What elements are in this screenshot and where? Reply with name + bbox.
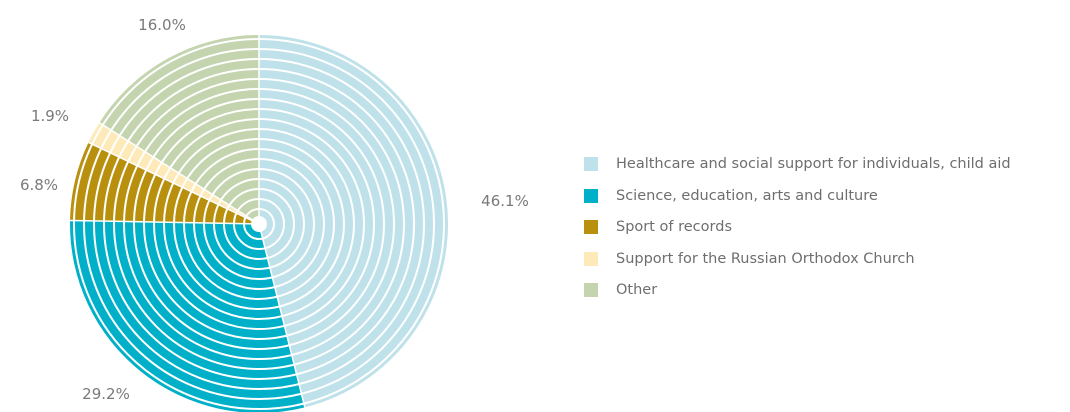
value-labels: 46.1% 29.2% 6.8% 1.9% 16.0% [20,16,529,403]
pie-slice-2 [70,220,305,412]
slice-value-label-1: 46.1% [481,192,529,210]
legend-swatch [584,157,598,171]
legend-item-2: Science, education, arts and culture [584,186,1011,206]
legend-label: Other [616,282,658,298]
legend-item-4: Support for the Russian Orthodox Church [584,249,1011,269]
legend-swatch [584,251,598,266]
pie-slices [70,35,448,412]
pie-slice-4 [88,122,260,224]
ring-line [173,138,345,310]
legend-item-1: Healthcare and social support for indivi… [584,154,1011,174]
ring-line [83,48,435,400]
ring-separators [70,35,445,410]
legend-label: Sport of records [616,219,732,235]
ring-line [153,118,365,330]
legend-item-3: Sport of records [584,217,1011,237]
ring-line [143,108,375,340]
legend: Healthcare and social support for indivi… [584,154,1011,312]
ring-line [223,188,295,260]
legend-swatch [584,283,598,297]
legend-label: Science, education, arts and culture [616,187,878,204]
slice-value-label-3: 6.8% [20,176,58,194]
legend-label: Healthcare and social support for indivi… [616,156,1011,172]
legend-swatch [584,220,598,234]
center-hole [251,216,267,232]
ring-line [113,78,405,370]
slice-value-label-5: 16.0% [138,16,186,34]
ring-line [183,148,335,300]
legend-item-5: Other [584,280,1011,300]
ring-line [133,98,385,350]
slice-value-label-4: 1.9% [31,107,69,125]
ring-line [73,38,445,410]
ring-line [93,58,425,390]
ring-line [193,158,325,290]
ring-line [203,168,315,280]
ring-line [233,198,285,250]
ring-line [103,68,415,380]
legend-swatch [584,188,598,203]
slice-value-label-2: 29.2% [82,385,130,403]
ring-line [163,128,355,320]
ring-line [213,178,305,270]
legend-label: Support for the Russian Orthodox Church [616,250,915,267]
ring-line [243,208,275,240]
ring-line [123,88,395,360]
